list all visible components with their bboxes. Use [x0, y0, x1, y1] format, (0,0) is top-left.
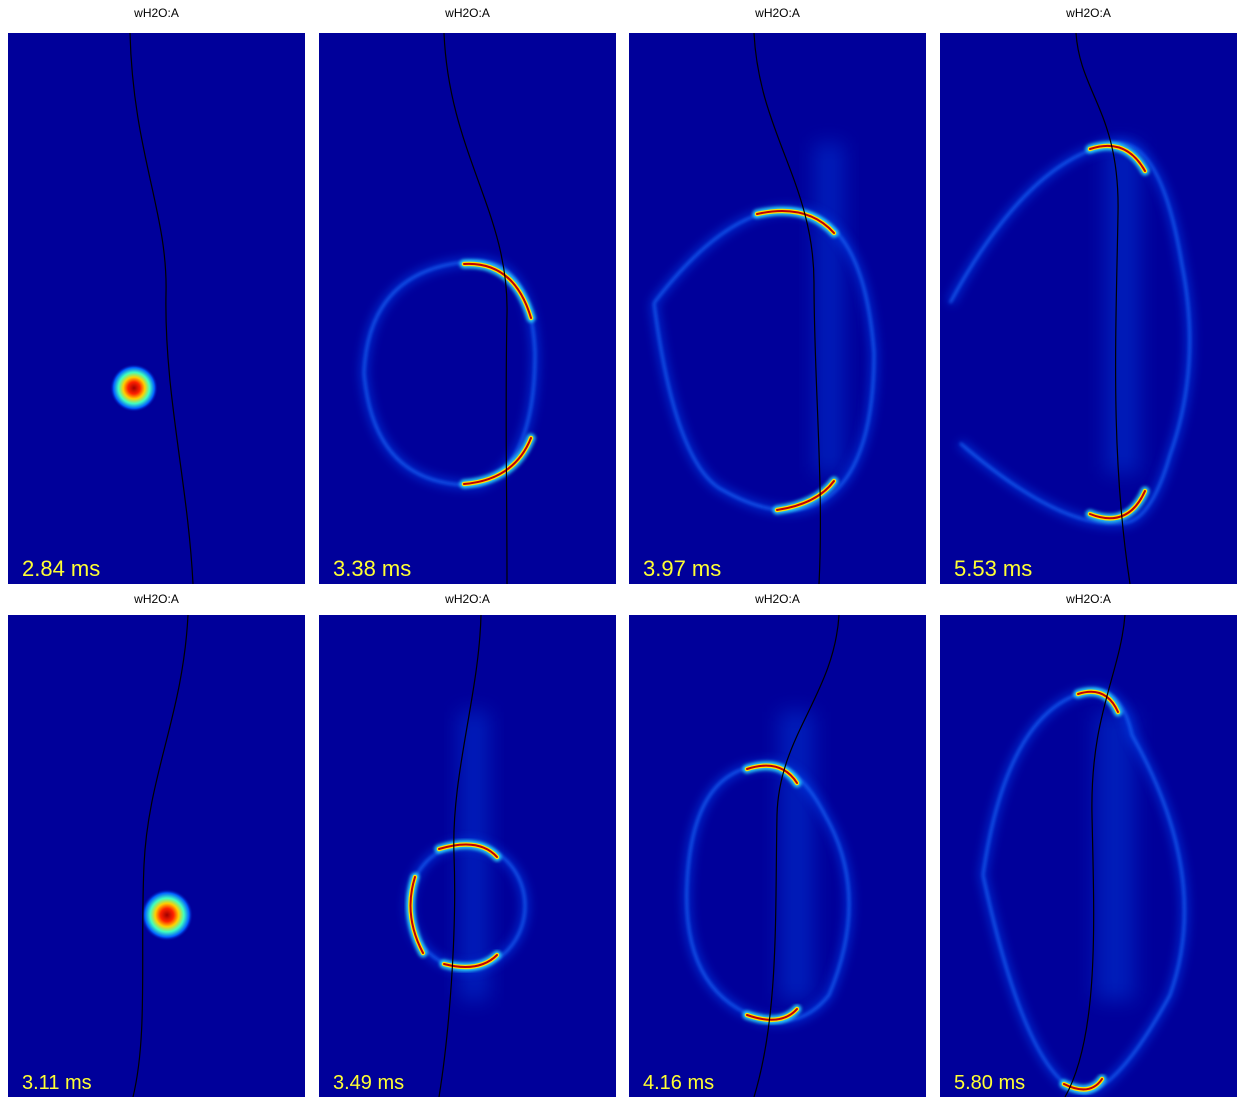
panel: 5.80 ms	[940, 615, 1237, 1097]
panel-bg	[940, 33, 1237, 584]
panel-title: wH2O:A	[754, 592, 800, 606]
panel-bg	[8, 33, 305, 584]
time-label: 5.80 ms	[954, 1072, 1025, 1094]
wake-band	[459, 711, 489, 1000]
panel: 3.97 ms	[629, 33, 926, 584]
panel-title: wH2O:A	[444, 6, 490, 20]
panel: 3.49 ms	[319, 615, 616, 1097]
panel: 5.53 ms	[940, 33, 1237, 584]
panel: 3.11 ms	[8, 615, 305, 1097]
droplet	[141, 889, 193, 941]
panel-title: wH2O:A	[1065, 6, 1111, 20]
wake-band	[1105, 143, 1140, 474]
panel-title: wH2O:A	[1065, 592, 1111, 606]
panel-bg	[629, 33, 926, 584]
time-label: 3.38 ms	[333, 556, 411, 581]
wake-band	[779, 711, 814, 1000]
panel-title: wH2O:A	[133, 592, 179, 606]
panel: 3.38 ms	[319, 33, 616, 584]
panel-bg	[319, 33, 616, 584]
panel-title: wH2O:A	[133, 6, 179, 20]
panel: 4.16 ms	[629, 615, 926, 1097]
panel-title: wH2O:A	[754, 6, 800, 20]
figure: wH2O:A 2.84 ms wH2O:A 3.38 ms wH2O:A 3.97 ms w…	[0, 0, 1238, 1098]
panel-title: wH2O:A	[444, 592, 490, 606]
wake-band	[1095, 711, 1135, 1000]
time-label: 3.49 ms	[333, 1072, 404, 1094]
time-label: 2.84 ms	[22, 556, 100, 581]
time-label: 3.11 ms	[22, 1072, 92, 1094]
panel-bg	[8, 615, 305, 1097]
time-label: 5.53 ms	[954, 556, 1032, 581]
time-label: 3.97 ms	[643, 556, 721, 581]
panel: 2.84 ms	[8, 33, 305, 584]
droplet	[110, 364, 158, 412]
time-label: 4.16 ms	[643, 1072, 714, 1094]
